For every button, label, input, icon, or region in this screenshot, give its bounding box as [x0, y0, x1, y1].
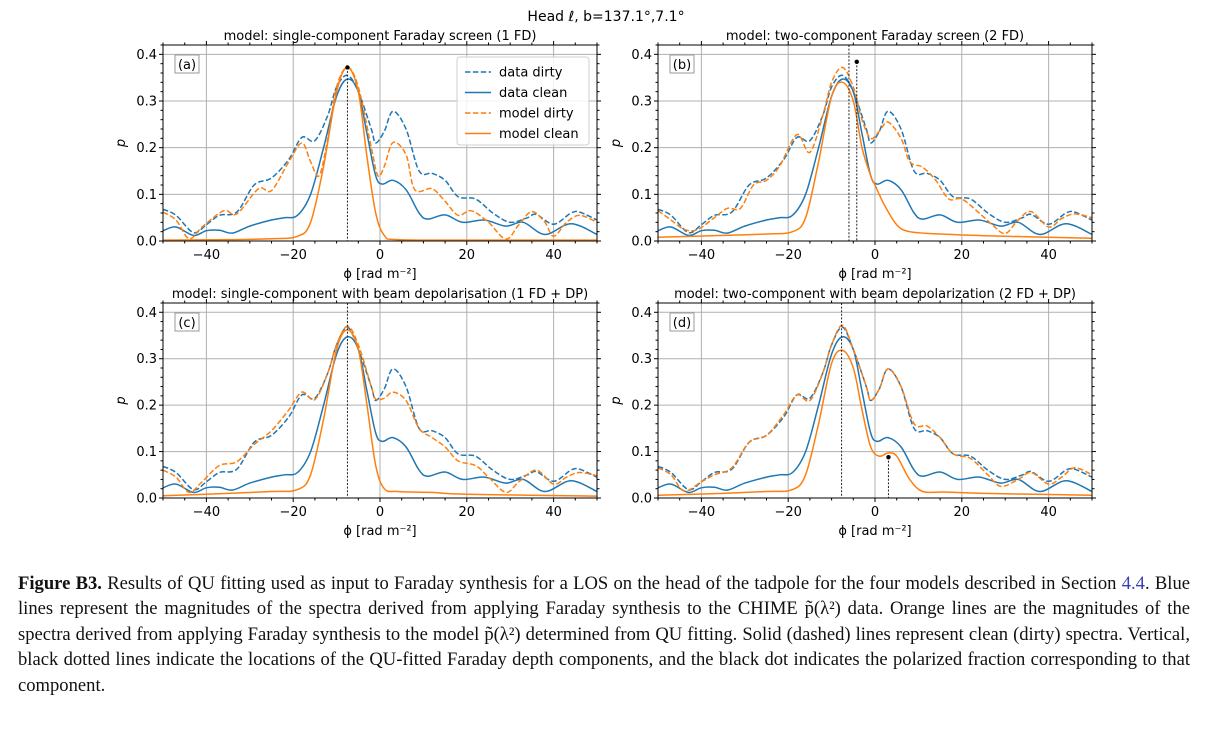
- y-tick-label: 0.3: [631, 95, 652, 110]
- y-axis-label: p: [609, 139, 624, 148]
- y-axis-label: p: [609, 396, 624, 405]
- panel-label: (c): [178, 316, 195, 331]
- y-tick-label: 0.3: [631, 352, 652, 367]
- figure-caption: Figure B3. Results of QU fitting used as…: [18, 571, 1190, 698]
- panel-title: model: single-component Faraday screen (…: [224, 29, 537, 44]
- series-model-dirty: [163, 66, 597, 240]
- y-tick-label: 0.2: [631, 399, 652, 414]
- series-model-clean: [163, 329, 597, 497]
- y-tick-label: 0.0: [631, 492, 652, 507]
- panel-label: (b): [673, 58, 691, 73]
- panel-a: model: single-component Faraday screen (…: [114, 29, 601, 282]
- x-tick-label: 40: [1040, 248, 1057, 263]
- component-dot: [345, 65, 350, 70]
- x-tick-label: −20: [774, 248, 801, 263]
- x-tick-label: 20: [954, 248, 971, 263]
- legend-entry: data dirty: [499, 66, 563, 81]
- x-tick-label: −40: [688, 248, 715, 263]
- legend: data dirty data clean model dirty model cle…: [456, 56, 590, 146]
- y-tick-label: 0.3: [136, 352, 157, 367]
- caption-label: Figure B3.: [18, 573, 102, 594]
- y-tick-label: 0.4: [631, 48, 652, 63]
- panel-label-box: [669, 54, 695, 74]
- series-data-clean: [658, 78, 1092, 237]
- x-tick-label: 20: [459, 505, 476, 520]
- x-tick-label: 40: [1040, 505, 1057, 520]
- caption-text-1: Results of QU fitting used as input to F…: [101, 573, 1122, 594]
- y-tick-label: 0.0: [136, 492, 157, 507]
- panel-d: model: two-component with beam depolariz…: [609, 287, 1096, 539]
- figure-suptitle: Head ℓ, b=137.1°,7.1°: [527, 9, 684, 25]
- y-axis-label: p: [114, 396, 129, 405]
- y-axis-label: p: [114, 139, 129, 148]
- panel-title: model: two-component Faraday screen (2 F…: [726, 29, 1024, 44]
- y-tick-label: 0.1: [136, 445, 157, 460]
- series-data-clean: [658, 336, 1092, 494]
- y-tick-label: 0.0: [631, 235, 652, 250]
- y-tick-label: 0.0: [136, 235, 157, 250]
- series-model-dirty: [163, 325, 597, 494]
- x-tick-label: −40: [193, 505, 220, 520]
- series-model-dirty: [658, 324, 1092, 492]
- x-tick-label: 20: [954, 505, 971, 520]
- y-tick-label: 0.4: [631, 306, 652, 321]
- component-dot: [886, 454, 891, 460]
- panel-title: model: two-component with beam depolariz…: [674, 287, 1076, 302]
- panel-label-box: [174, 54, 200, 74]
- series-data-dirty: [658, 74, 1092, 234]
- x-tick-label: 0: [376, 505, 384, 520]
- figure: Head ℓ, b=137.1°,7.1° model: single-comp…: [114, 9, 1096, 539]
- x-tick-label: 40: [545, 505, 562, 520]
- y-tick-label: 0.1: [136, 188, 157, 203]
- x-tick-label: −20: [279, 505, 306, 520]
- y-tick-label: 0.2: [136, 141, 157, 156]
- section-ref-link[interactable]: 4.4: [1121, 573, 1145, 594]
- legend-frame: [456, 56, 590, 146]
- panel-label-box: [669, 312, 695, 332]
- panel-b: model: two-component Faraday screen (2 F…: [609, 29, 1096, 282]
- x-tick-label: −20: [279, 248, 306, 263]
- panel-label-box: [174, 312, 200, 332]
- panel-label: (a): [178, 58, 196, 73]
- y-tick-label: 0.2: [631, 141, 652, 156]
- series-model-clean: [658, 81, 1092, 239]
- x-tick-label: −40: [193, 248, 220, 263]
- legend-entry: model dirty: [499, 107, 574, 122]
- series-model-dirty: [658, 66, 1092, 235]
- x-axis-label: ϕ [rad m⁻²]: [343, 524, 416, 539]
- series-model-clean: [658, 349, 1092, 496]
- x-tick-label: −20: [774, 505, 801, 520]
- y-tick-label: 0.4: [136, 306, 157, 321]
- legend-entry: data clean: [499, 86, 567, 101]
- panel-label: (d): [673, 316, 691, 331]
- x-axis-label: ϕ [rad m⁻²]: [838, 267, 911, 282]
- component-dot: [854, 59, 859, 64]
- legend-entry: model clean: [499, 127, 579, 142]
- panel-title: model: single-component with beam depola…: [172, 287, 588, 302]
- series-data-dirty: [163, 74, 597, 234]
- x-tick-label: 20: [459, 248, 476, 263]
- x-tick-label: −40: [688, 505, 715, 520]
- x-axis-label: ϕ [rad m⁻²]: [838, 524, 911, 539]
- y-tick-label: 0.3: [136, 95, 157, 110]
- x-axis-label: ϕ [rad m⁻²]: [343, 267, 416, 282]
- x-tick-label: 40: [545, 248, 562, 263]
- y-tick-label: 0.1: [631, 445, 652, 460]
- y-tick-label: 0.1: [631, 188, 652, 203]
- caption-text-2: . Blue lines represent the magnitudes of…: [18, 573, 1190, 696]
- x-tick-label: 0: [871, 248, 879, 263]
- series-data-clean: [163, 336, 597, 494]
- y-tick-label: 0.4: [136, 48, 157, 63]
- y-tick-label: 0.2: [136, 399, 157, 414]
- x-tick-label: 0: [376, 248, 384, 263]
- panel-c: model: single-component with beam depola…: [114, 287, 601, 539]
- series-data-dirty: [163, 326, 597, 491]
- x-tick-label: 0: [871, 505, 879, 520]
